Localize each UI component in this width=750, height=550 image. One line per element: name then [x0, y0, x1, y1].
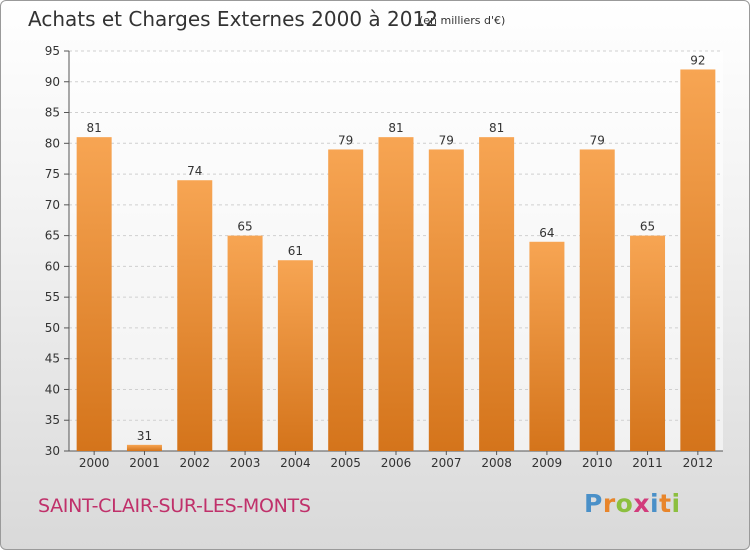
logo-letter: o	[615, 489, 634, 518]
y-tick-label: 65	[45, 229, 60, 243]
bar-value-label: 79	[338, 133, 353, 147]
x-tick-label: 2007	[431, 456, 462, 470]
x-tick-label: 2003	[230, 456, 261, 470]
bar	[126, 444, 162, 451]
bar-value-label: 65	[237, 220, 252, 234]
x-tick-label: 2000	[79, 456, 110, 470]
x-tick-label: 2008	[481, 456, 512, 470]
bar-value-label: 79	[439, 133, 454, 147]
y-tick-label: 95	[45, 44, 60, 58]
y-tick-label: 80	[45, 136, 60, 150]
y-tick-label: 55	[45, 290, 60, 304]
bar-value-label: 61	[288, 244, 303, 258]
bar	[76, 137, 112, 451]
x-tick-label: 2010	[582, 456, 613, 470]
x-tick-label: 2012	[683, 456, 714, 470]
bar-value-label: 79	[590, 133, 605, 147]
y-tick-label: 50	[45, 321, 60, 335]
x-tick-label: 2001	[129, 456, 160, 470]
y-tick-label: 75	[45, 167, 60, 181]
x-tick-label: 2009	[532, 456, 563, 470]
logo-letter: r	[602, 489, 616, 518]
bar-value-label: 64	[539, 226, 554, 240]
bar	[378, 137, 414, 451]
logo-letter: i	[650, 489, 660, 518]
chart-title: Achats et Charges Externes 2000 à 2012	[28, 7, 438, 31]
bar-value-label: 92	[690, 53, 705, 67]
bar-value-label: 31	[137, 429, 152, 443]
chart-unit: (en milliers d'€)	[419, 14, 506, 27]
y-tick-label: 30	[45, 444, 60, 458]
x-tick-label: 2002	[179, 456, 210, 470]
logo-letter: t	[659, 489, 672, 518]
bar	[680, 69, 716, 451]
y-tick-label: 60	[45, 259, 60, 273]
bar	[177, 180, 213, 451]
y-tick-label: 90	[45, 75, 60, 89]
bar	[630, 235, 666, 451]
y-tick-label: 85	[45, 106, 60, 120]
x-tick-label: 2005	[330, 456, 361, 470]
y-tick-label: 45	[45, 352, 60, 366]
bar	[579, 149, 615, 451]
logo-letter: x	[633, 489, 650, 518]
bar	[328, 149, 364, 451]
y-tick-label: 70	[45, 198, 60, 212]
y-tick-label: 40	[45, 382, 60, 396]
bar	[277, 260, 313, 451]
logo-letter: P	[584, 489, 603, 518]
bar	[428, 149, 464, 451]
bar-value-label: 65	[640, 220, 655, 234]
bar	[479, 137, 515, 451]
commune-name: SAINT-CLAIR-SUR-LES-MONTS	[38, 495, 311, 517]
bar-value-label: 81	[87, 121, 102, 135]
y-tick-label: 35	[45, 413, 60, 427]
x-tick-label: 2011	[632, 456, 663, 470]
bar-value-label: 81	[388, 121, 403, 135]
bar	[529, 241, 565, 451]
x-tick-label: 2006	[381, 456, 412, 470]
logo-letter: i	[671, 489, 681, 518]
bar-value-label: 81	[489, 121, 504, 135]
proxiti-logo: Proxiti	[584, 489, 681, 518]
x-tick-label: 2004	[280, 456, 311, 470]
bar-value-label: 74	[187, 164, 202, 178]
bar	[227, 235, 263, 451]
